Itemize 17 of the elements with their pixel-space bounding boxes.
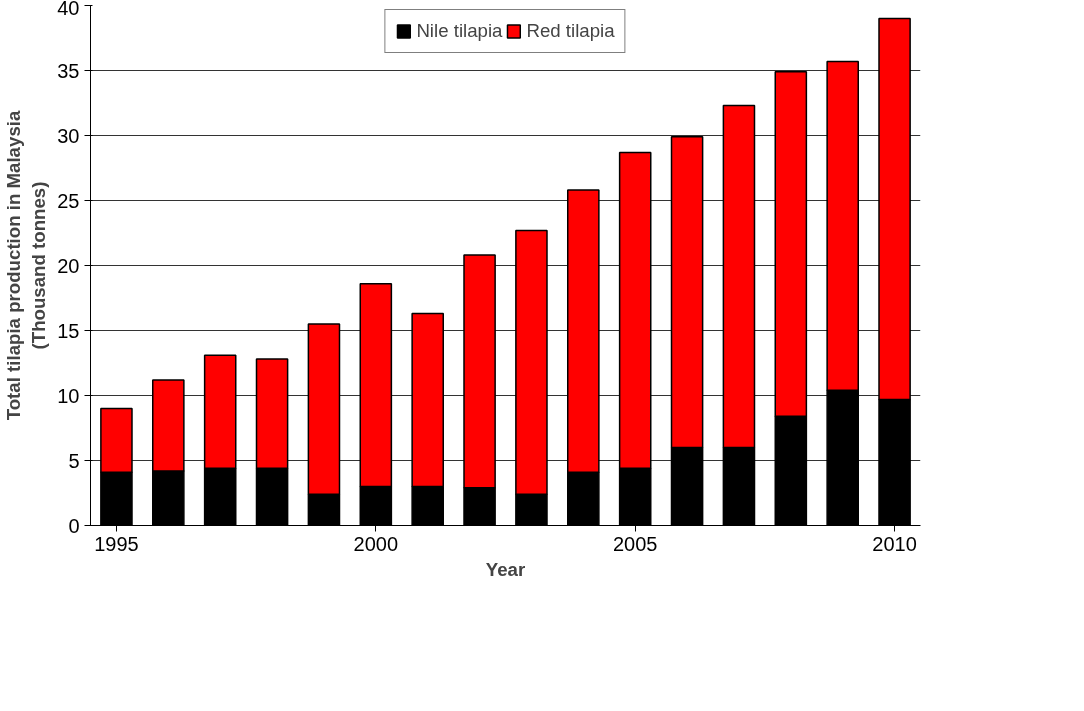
legend-label: Red tilapia: [526, 20, 615, 42]
x-tick-label: 2005: [612, 532, 658, 555]
legend-label: Nile tilapia: [416, 20, 503, 42]
x-tick-label: 1995: [94, 532, 139, 555]
y-tick-label: 35: [57, 59, 80, 82]
y-tick-label: 5: [68, 449, 80, 472]
y-axis-title: Total tilapia production in Malaysia (Thousand tonnes): [3, 110, 50, 421]
x-axis-title: Year: [485, 558, 526, 580]
y-tick-label: 20: [57, 254, 80, 277]
y-tick-label: 25: [57, 189, 80, 212]
y-tick-label: 0: [68, 514, 80, 537]
y-tick-label: 30: [57, 124, 80, 147]
x-tick-label: 2000: [353, 532, 399, 555]
y-tick-label: 10: [57, 384, 80, 407]
y-tick-label: 15: [57, 319, 80, 342]
x-tick-label: 2010: [872, 532, 917, 555]
y-tick-label: 40: [57, 0, 80, 19]
